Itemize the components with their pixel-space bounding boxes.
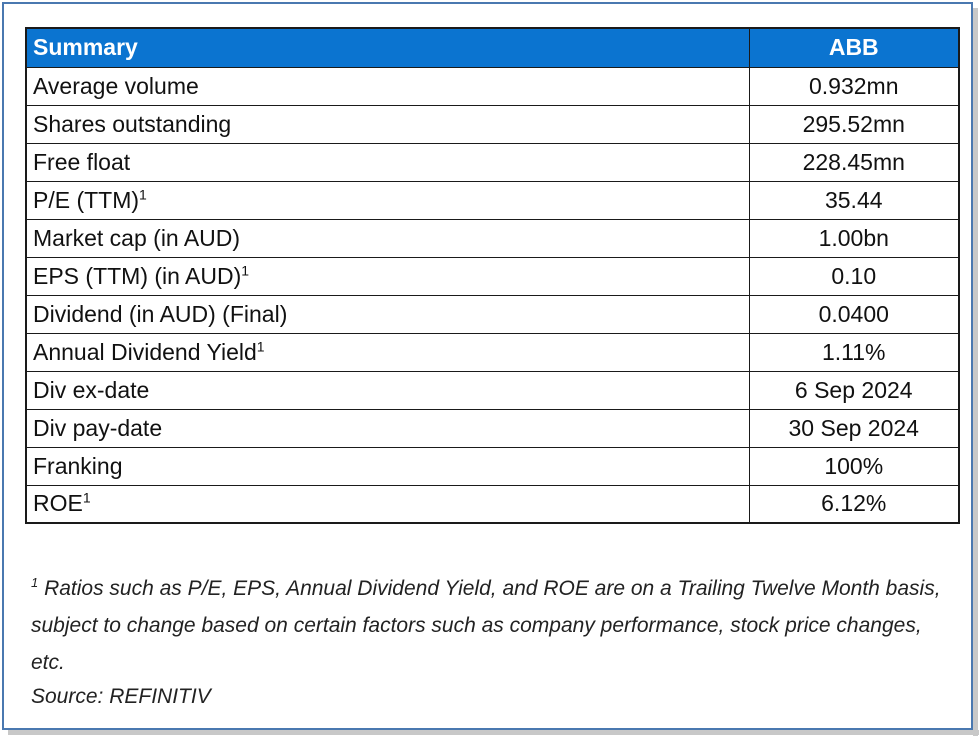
table-row: Market cap (in AUD) 1.00bn	[25, 218, 960, 258]
row-label-text: Free float	[33, 148, 131, 175]
row-value: 0.0400	[748, 294, 960, 334]
row-label: Div pay-date	[25, 408, 750, 448]
row-value: 295.52mn	[748, 104, 960, 144]
row-label-text: ROE	[33, 490, 83, 517]
row-label: Div ex-date	[25, 370, 750, 410]
footnote-ref: 1	[241, 261, 250, 278]
footnote-ref: 1	[139, 185, 147, 202]
row-label-text: Franking	[33, 452, 123, 479]
table-row: Div pay-date 30 Sep 2024	[25, 408, 960, 448]
table-row: Average volume 0.932mn	[25, 66, 960, 106]
footnote-ref: 1	[82, 489, 91, 506]
table-row: Annual Dividend Yield1 1.11%	[25, 332, 960, 372]
row-value: 6.12%	[748, 484, 960, 524]
row-label: Free float	[25, 142, 750, 182]
row-label-text: Div ex-date	[33, 376, 150, 403]
row-label-text: Market cap (in AUD)	[33, 224, 241, 251]
table-header-row: Summary ABB	[25, 27, 960, 68]
row-label: P/E (TTM)1	[25, 180, 750, 220]
row-value: 35.44	[748, 180, 960, 220]
row-value: 0.932mn	[748, 66, 960, 106]
row-label-text: Annual Dividend Yield	[33, 338, 257, 365]
row-label: EPS (TTM) (in AUD)1	[25, 256, 750, 296]
table-row: ROE1 6.12%	[25, 484, 960, 524]
row-value: 228.45mn	[748, 142, 960, 182]
header-ticker: ABB	[748, 27, 960, 68]
row-value: 1.11%	[748, 332, 960, 372]
table-row: Dividend (in AUD) (Final) 0.0400	[25, 294, 960, 334]
row-label: Annual Dividend Yield1	[25, 332, 750, 372]
table-row: EPS (TTM) (in AUD)1 0.10	[25, 256, 960, 296]
footnote-ref: 1	[256, 337, 265, 354]
row-value: 30 Sep 2024	[748, 408, 960, 448]
row-label: Market cap (in AUD)	[25, 218, 750, 258]
row-value: 1.00bn	[748, 218, 960, 258]
table-row: Div ex-date 6 Sep 2024	[25, 370, 960, 410]
footnote-text: Ratios such as P/E, EPS, Annual Dividend…	[31, 577, 941, 674]
summary-table: Summary ABB Average volume 0.932mn Shares …	[25, 27, 960, 524]
row-label-text: Div pay-date	[33, 414, 163, 441]
row-label: ROE1	[25, 484, 750, 524]
row-value: 100%	[748, 446, 960, 486]
row-value: 0.10	[748, 256, 960, 296]
table-row: P/E (TTM)1 35.44	[25, 180, 960, 220]
footnote: 1 Ratios such as P/E, EPS, Annual Divide…	[31, 570, 946, 681]
row-label-text: Shares outstanding	[33, 110, 232, 137]
table-row: Free float 228.45mn	[25, 142, 960, 182]
row-label-text: Dividend (in AUD) (Final)	[33, 300, 288, 327]
row-label: Shares outstanding	[25, 104, 750, 144]
table-row: Shares outstanding 295.52mn	[25, 104, 960, 144]
row-label: Dividend (in AUD) (Final)	[25, 294, 750, 334]
row-label-text: Average volume	[33, 72, 199, 99]
footnote-marker: 1	[31, 575, 39, 590]
row-label-text: EPS (TTM) (in AUD)	[33, 262, 242, 289]
row-label: Franking	[25, 446, 750, 486]
header-summary: Summary	[25, 27, 750, 68]
row-label-text: P/E (TTM)	[33, 186, 140, 213]
source-note: Source: REFINITIV	[31, 685, 211, 708]
table-row: Franking 100%	[25, 446, 960, 486]
row-label: Average volume	[25, 66, 750, 106]
row-value: 6 Sep 2024	[748, 370, 960, 410]
table-body: Average volume 0.932mn Shares outstanding 2…	[25, 66, 960, 524]
